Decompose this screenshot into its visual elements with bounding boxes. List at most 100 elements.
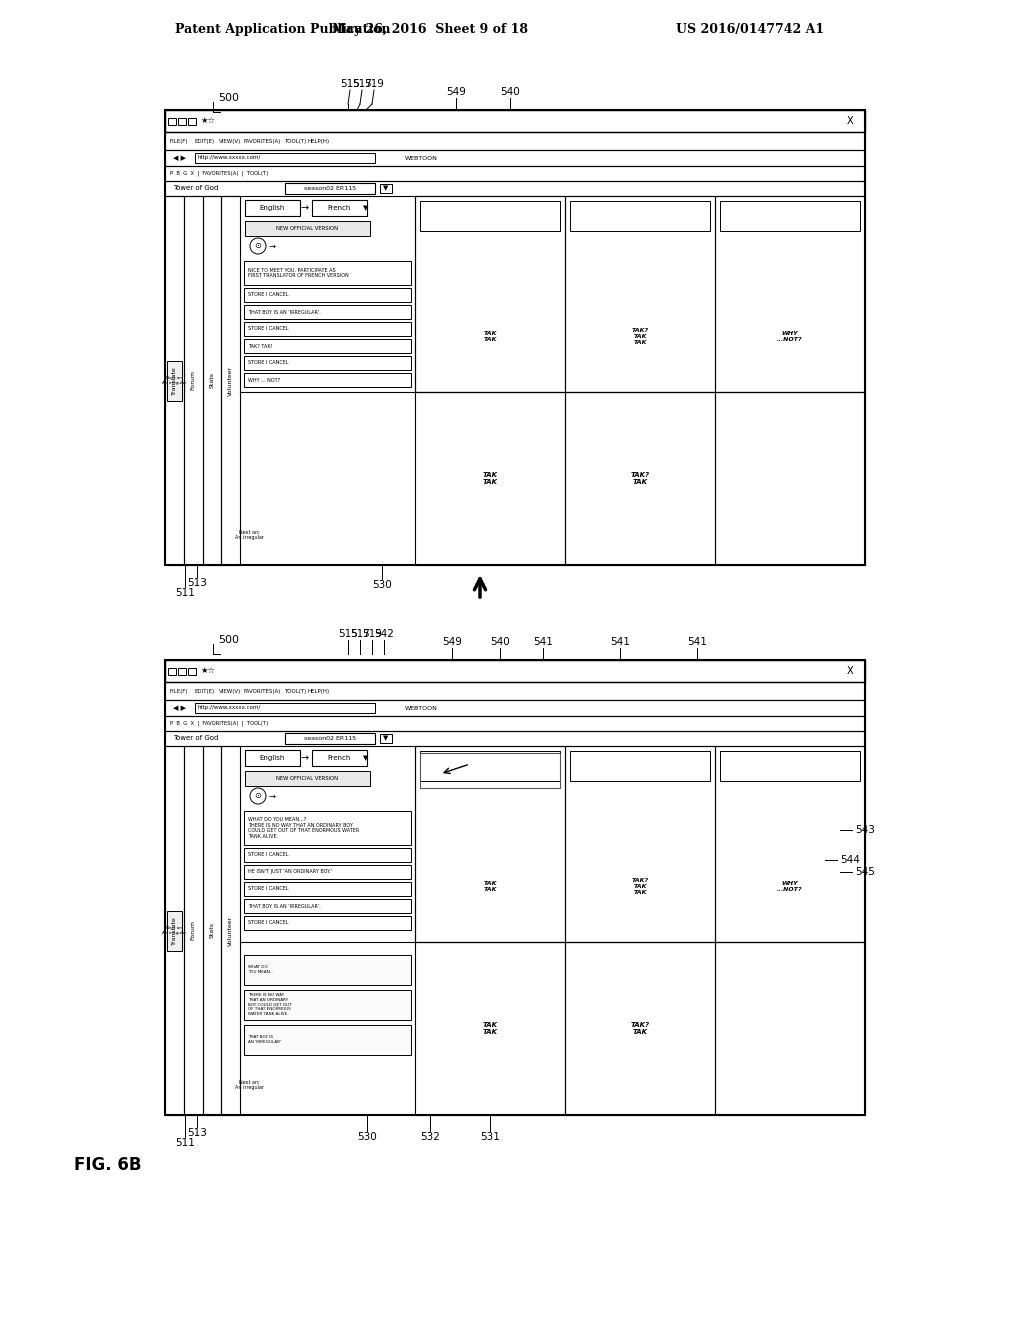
Text: WHAT DO
YOU MEAN...: WHAT DO YOU MEAN... (248, 965, 273, 974)
Text: ★☆: ★☆ (200, 116, 215, 125)
Text: 517: 517 (350, 630, 370, 639)
Bar (420, 752, 560, 788)
Text: May 26, 2016  Sheet 9 of 18: May 26, 2016 Sheet 9 of 18 (332, 24, 528, 37)
Bar (715, 941, 865, 1115)
Text: 540: 540 (490, 638, 510, 647)
Text: FILE(F): FILE(F) (170, 139, 188, 144)
Bar (183, 195, 203, 565)
Text: Stats: Stats (209, 372, 214, 388)
Text: THAT BOY IS AN 'IRREGULAR'.: THAT BOY IS AN 'IRREGULAR'. (248, 309, 321, 314)
Text: 530: 530 (372, 579, 392, 590)
Bar (245, 201, 300, 216)
Bar (420, 751, 560, 781)
Bar (203, 746, 221, 1115)
Text: ▼: ▼ (364, 755, 369, 762)
Text: P  B  G  X  |  FAVORITES(A)  |  TOOL(T): P B G X | FAVORITES(A) | TOOL(T) (170, 170, 268, 177)
Bar (244, 1024, 411, 1055)
Text: EDIT(E): EDIT(E) (195, 139, 214, 144)
Bar (244, 261, 411, 285)
Text: Stats: Stats (209, 923, 214, 939)
Bar (195, 704, 375, 713)
Bar (312, 201, 367, 216)
Bar (178, 117, 186, 125)
Bar (565, 195, 715, 392)
Text: 545: 545 (855, 867, 874, 876)
Bar (167, 911, 181, 950)
Text: ◀ ▶: ◀ ▶ (173, 154, 186, 161)
Text: P  B  G  X  |  FAVORITES(A)  |  TOOL(T): P B G X | FAVORITES(A) | TOOL(T) (170, 721, 268, 726)
Bar (165, 715, 865, 731)
Text: STORE I CANCEL: STORE I CANCEL (248, 887, 289, 891)
Text: TAK
TAK: TAK TAK (483, 331, 497, 342)
Text: ▼: ▼ (364, 205, 369, 211)
Text: TOOL(T): TOOL(T) (284, 689, 306, 693)
Text: WHAT DO YOU MEAN...?
THERE IS NO WAY THAT AN ORDINARY BOY
COULD GET OUT OF THAT : WHAT DO YOU MEAN...? THERE IS NO WAY THA… (248, 817, 359, 840)
Text: FIG. 6B: FIG. 6B (75, 1156, 141, 1173)
Bar (165, 660, 865, 1115)
Text: WHY
...NOT?: WHY ...NOT? (777, 331, 803, 342)
Bar (565, 392, 715, 565)
Text: FAVORITES(A): FAVORITES(A) (244, 689, 281, 693)
Text: season02 EP.115: season02 EP.115 (304, 186, 356, 191)
Text: ⊙: ⊙ (255, 792, 261, 800)
Text: TAK?
TAK
TAK: TAK? TAK TAK (632, 329, 648, 345)
Text: 500: 500 (218, 92, 239, 103)
Text: 515: 515 (340, 79, 360, 88)
Text: X: X (847, 667, 853, 676)
Text: French: French (328, 205, 350, 211)
Text: Next arc
An irregular: Next arc An irregular (234, 1080, 264, 1090)
Text: 513: 513 (187, 578, 207, 587)
Text: →: → (301, 752, 309, 763)
Bar (420, 201, 560, 231)
Text: STORE I CANCEL: STORE I CANCEL (248, 326, 289, 331)
Bar (415, 941, 565, 1115)
Bar (165, 746, 183, 1115)
Bar (244, 339, 411, 352)
Text: FAVORITES(A): FAVORITES(A) (244, 139, 281, 144)
Text: STORE I CANCEL: STORE I CANCEL (248, 853, 289, 858)
Text: X: X (847, 116, 853, 125)
Text: 542: 542 (374, 630, 394, 639)
Text: HE ISN'T JUST 'AN ORDINARY BOY.': HE ISN'T JUST 'AN ORDINARY BOY.' (248, 870, 332, 874)
Bar (244, 847, 411, 862)
Text: 549: 549 (442, 638, 462, 647)
Text: 511: 511 (175, 1138, 195, 1148)
Bar (415, 195, 565, 392)
Bar (165, 731, 865, 746)
Text: 519: 519 (365, 79, 384, 88)
Bar (165, 660, 865, 682)
Text: US 2016/0147742 A1: US 2016/0147742 A1 (676, 24, 824, 37)
Text: WEBTOON: WEBTOON (406, 156, 438, 161)
Bar (244, 288, 411, 302)
Text: http://www.xxxxx.com/: http://www.xxxxx.com/ (198, 156, 261, 161)
Text: 517: 517 (352, 79, 372, 88)
Text: English: English (259, 205, 285, 211)
Text: TOOL(T): TOOL(T) (284, 139, 306, 144)
Text: Patent Application Publication: Patent Application Publication (175, 24, 390, 37)
Bar (178, 668, 186, 675)
Bar (244, 810, 411, 845)
Bar (312, 750, 367, 766)
Bar (244, 882, 411, 896)
Bar (244, 899, 411, 913)
Bar (244, 305, 411, 319)
Text: ▼: ▼ (383, 186, 389, 191)
Bar (415, 392, 565, 565)
Text: 543: 543 (855, 825, 874, 836)
Text: 541: 541 (687, 638, 707, 647)
Text: 544: 544 (840, 855, 860, 865)
Bar (221, 746, 240, 1115)
Bar (165, 132, 865, 150)
Bar (244, 374, 411, 387)
Bar (165, 181, 865, 195)
Bar (165, 166, 865, 181)
Bar (244, 356, 411, 370)
Bar (188, 117, 196, 125)
Bar (188, 668, 196, 675)
Text: 515: 515 (338, 630, 358, 639)
Text: STORE I CANCEL: STORE I CANCEL (248, 920, 289, 925)
Text: 530: 530 (357, 1133, 377, 1142)
Bar (565, 941, 715, 1115)
Text: 513: 513 (187, 1129, 207, 1138)
Text: WHY
...NOT?: WHY ...NOT? (777, 882, 803, 892)
